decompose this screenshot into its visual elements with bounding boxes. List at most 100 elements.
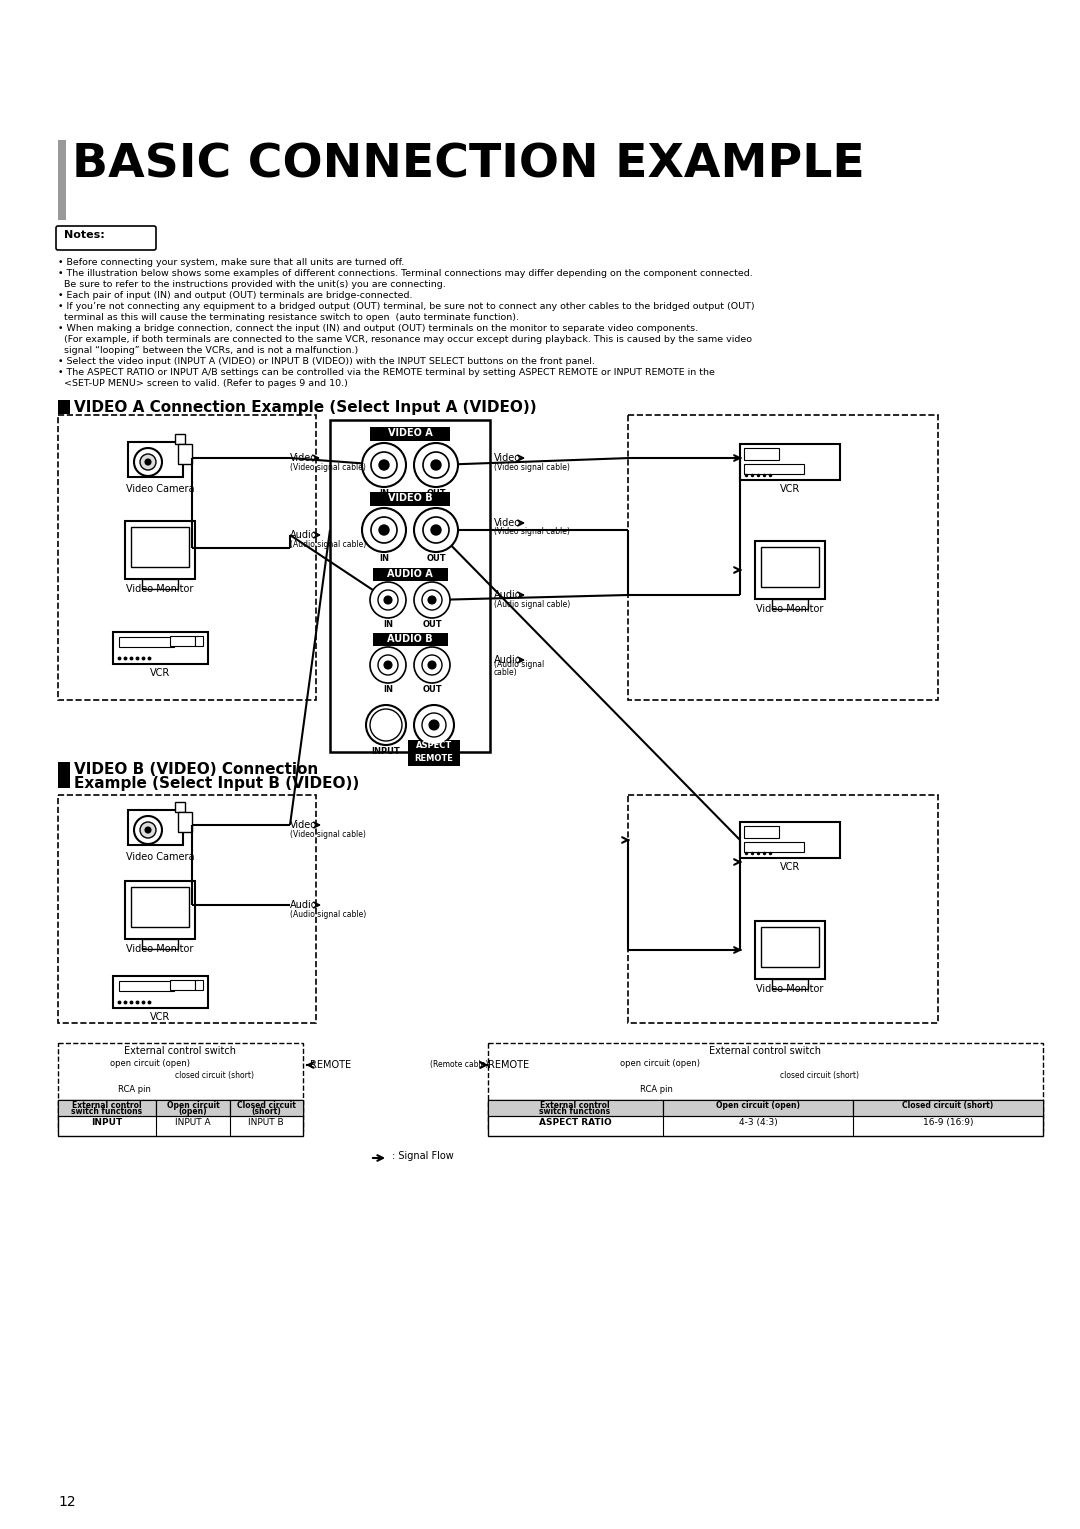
Bar: [627, 795, 939, 1023]
Text: OUT: OUT: [427, 489, 446, 498]
Text: 4-3 (4:3): 4-3 (4:3): [739, 1118, 778, 1127]
Text: OUT: OUT: [427, 553, 446, 563]
Circle shape: [422, 590, 442, 610]
Text: External control: External control: [540, 1101, 610, 1110]
Text: (For example, if both terminals are connected to the same VCR, resonance may occ: (For example, if both terminals are conn…: [58, 335, 752, 344]
Bar: [772, 979, 808, 989]
Text: open circuit (open): open circuit (open): [620, 1060, 700, 1067]
Bar: [488, 1099, 663, 1116]
FancyBboxPatch shape: [56, 226, 156, 251]
Circle shape: [378, 654, 399, 674]
Text: Video Camera: Video Camera: [125, 485, 194, 494]
Text: Open circuit: Open circuit: [166, 1101, 219, 1110]
Text: External control switch: External control switch: [708, 1046, 821, 1057]
Bar: [178, 443, 192, 463]
Text: Video Camera: Video Camera: [125, 852, 194, 862]
Text: signal “looping” between the VCRs, and is not a malfunction.): signal “looping” between the VCRs, and i…: [58, 346, 359, 355]
Circle shape: [372, 453, 397, 479]
Text: RCA pin: RCA pin: [640, 1086, 673, 1095]
Bar: [58, 1099, 156, 1116]
Text: (open): (open): [178, 1107, 207, 1116]
Bar: [408, 740, 460, 752]
Text: • When making a bridge connection, connect the input (IN) and output (OUT) termi: • When making a bridge connection, conne…: [58, 324, 698, 333]
Bar: [119, 982, 174, 991]
Text: IN: IN: [379, 553, 389, 563]
Text: switch functions: switch functions: [71, 1107, 143, 1116]
Bar: [373, 567, 448, 581]
Circle shape: [362, 443, 406, 488]
Text: External control switch: External control switch: [124, 1046, 237, 1057]
Bar: [744, 826, 779, 838]
Bar: [195, 980, 203, 989]
Text: Notes:: Notes:: [64, 229, 105, 240]
Text: VCR: VCR: [780, 485, 800, 494]
Text: Closed circuit: Closed circuit: [237, 1101, 296, 1110]
Text: Open circuit (open): Open circuit (open): [716, 1101, 800, 1110]
Text: (Video signal cable): (Video signal cable): [291, 830, 366, 839]
Text: open circuit (open): open circuit (open): [110, 1060, 190, 1067]
Circle shape: [379, 460, 389, 469]
Text: Video: Video: [291, 453, 318, 463]
Circle shape: [370, 709, 402, 742]
Text: 16-9 (16:9): 16-9 (16:9): [922, 1118, 973, 1127]
Bar: [195, 636, 203, 645]
Text: closed circuit (short): closed circuit (short): [175, 1070, 254, 1079]
Text: VIDEO A: VIDEO A: [388, 428, 432, 437]
Bar: [113, 976, 208, 1008]
Circle shape: [422, 713, 446, 737]
Bar: [330, 420, 490, 752]
Circle shape: [414, 705, 454, 745]
Text: Audio: Audio: [494, 654, 522, 665]
Bar: [408, 752, 460, 766]
Bar: [141, 579, 178, 589]
Text: ASPECT RATIO: ASPECT RATIO: [539, 1118, 611, 1127]
Text: 12: 12: [58, 1495, 76, 1509]
Text: Audio: Audio: [291, 531, 318, 540]
Circle shape: [378, 590, 399, 610]
Text: • Select the video input (INPUT A (VIDEO) or INPUT B (VIDEO)) with the INPUT SEL: • Select the video input (INPUT A (VIDEO…: [58, 356, 595, 365]
Text: (Audio signal: (Audio signal: [494, 661, 544, 670]
Text: Audio: Audio: [494, 590, 522, 599]
Bar: [58, 414, 316, 700]
Circle shape: [370, 647, 406, 683]
Text: • If you’re not connecting any equipment to a bridged output (OUT) terminal, be : • If you’re not connecting any equipment…: [58, 303, 755, 310]
Text: ASPECT: ASPECT: [416, 742, 453, 751]
Circle shape: [362, 508, 406, 552]
Bar: [170, 636, 195, 645]
Circle shape: [366, 705, 406, 745]
Text: IN: IN: [383, 619, 393, 628]
Bar: [772, 599, 808, 609]
Bar: [230, 1099, 303, 1116]
Circle shape: [431, 524, 441, 535]
Bar: [853, 1099, 1043, 1116]
Bar: [373, 633, 448, 645]
Text: cable): cable): [494, 668, 517, 677]
Circle shape: [140, 454, 156, 469]
Text: (Video signal cable): (Video signal cable): [494, 463, 570, 472]
Text: • The ASPECT RATIO or INPUT A/B settings can be controlled via the REMOTE termin: • The ASPECT RATIO or INPUT A/B settings…: [58, 368, 715, 378]
Text: VIDEO A Connection Example (Select Input A (VIDEO)): VIDEO A Connection Example (Select Input…: [75, 401, 537, 414]
Text: BASIC CONNECTION EXAMPLE: BASIC CONNECTION EXAMPLE: [72, 142, 865, 187]
Bar: [58, 1043, 303, 1131]
Text: Example (Select Input B (VIDEO)): Example (Select Input B (VIDEO)): [75, 777, 360, 790]
Bar: [761, 927, 819, 966]
Text: (Audio signal cable): (Audio signal cable): [494, 599, 570, 609]
Circle shape: [145, 827, 151, 833]
Text: • The illustration below shows some examples of different connections. Terminal : • The illustration below shows some exam…: [58, 269, 753, 278]
Text: (short): (short): [252, 1107, 281, 1116]
Text: VCR: VCR: [150, 668, 171, 677]
Bar: [488, 1099, 1043, 1136]
Bar: [744, 842, 804, 852]
Bar: [170, 980, 195, 989]
Text: OUT: OUT: [422, 619, 442, 628]
Text: Be sure to refer to the instructions provided with the unit(s) you are connectin: Be sure to refer to the instructions pro…: [58, 280, 446, 289]
Circle shape: [384, 596, 392, 604]
Bar: [740, 823, 840, 858]
Text: RCA pin: RCA pin: [118, 1086, 151, 1095]
Text: REMOTE: REMOTE: [310, 1060, 351, 1070]
Circle shape: [384, 661, 392, 670]
Text: (Audio signal cable): (Audio signal cable): [291, 910, 366, 919]
Bar: [58, 1099, 303, 1136]
Text: INPUT: INPUT: [92, 1118, 123, 1127]
Text: (Video signal cable): (Video signal cable): [291, 463, 366, 472]
